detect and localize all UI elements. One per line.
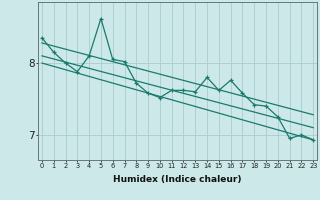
X-axis label: Humidex (Indice chaleur): Humidex (Indice chaleur) [113, 175, 242, 184]
